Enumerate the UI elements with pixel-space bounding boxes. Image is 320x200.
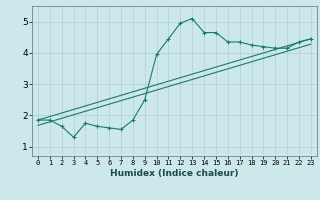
X-axis label: Humidex (Indice chaleur): Humidex (Indice chaleur) xyxy=(110,169,239,178)
